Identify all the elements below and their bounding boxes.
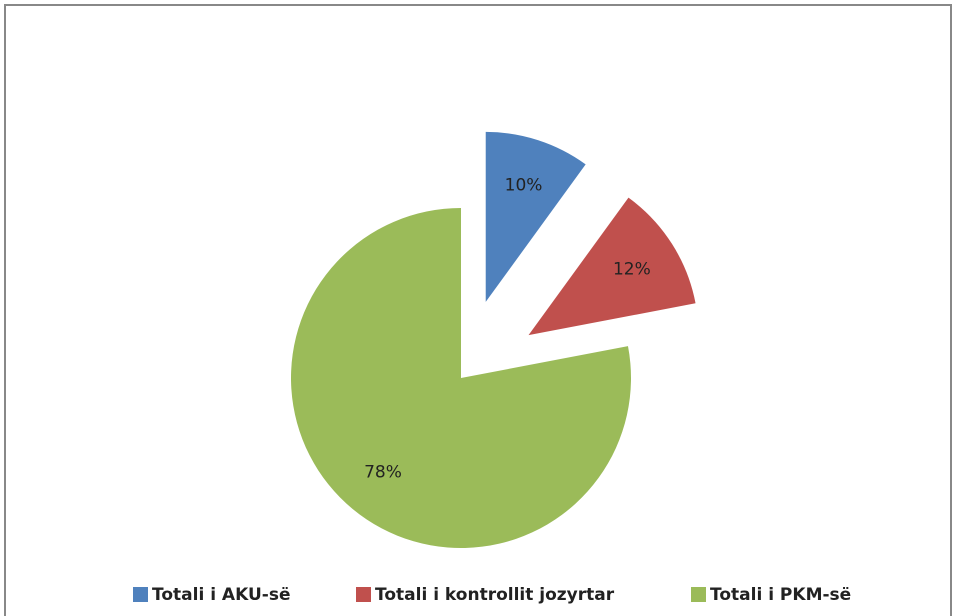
legend-label: Totali i PKM-së — [710, 585, 851, 605]
legend-swatch — [691, 587, 706, 602]
pie-slice — [291, 208, 631, 548]
pie-slice — [528, 197, 696, 336]
legend-swatch — [356, 587, 371, 602]
legend-swatch — [133, 587, 148, 602]
legend-label: Totali i AKU-së — [152, 585, 290, 605]
data-label: 12% — [613, 260, 651, 280]
data-label: 10% — [505, 176, 543, 196]
pie-slice — [485, 131, 586, 302]
data-label: 78% — [364, 462, 402, 482]
legend-label: Totali i kontrollit jozyrtar — [375, 585, 615, 605]
